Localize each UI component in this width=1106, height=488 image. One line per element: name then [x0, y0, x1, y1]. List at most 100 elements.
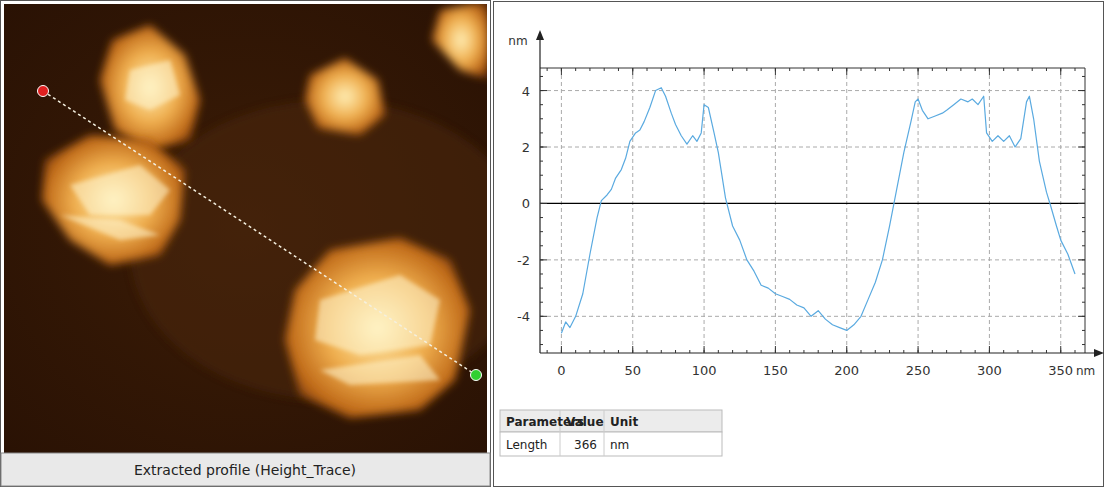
x-minor-tick: [861, 68, 862, 71]
x-major-tick: [632, 346, 633, 353]
x-minor-tick: [832, 350, 833, 353]
x-minor-tick: [818, 68, 819, 71]
y-tick-label: -2: [517, 253, 530, 268]
x-axis-arrow: [1094, 349, 1104, 357]
x-tick-label: 250: [906, 363, 931, 378]
y-axis-title: nm: [508, 34, 527, 48]
x-minor-tick: [618, 68, 619, 71]
ticks: [540, 68, 1085, 353]
x-tick-label: 350: [1048, 363, 1073, 378]
y-minor-tick: [1082, 161, 1085, 162]
y-minor-tick: [540, 245, 543, 246]
y-minor-tick: [1082, 76, 1085, 77]
table-cell: nm: [610, 438, 629, 452]
x-minor-tick: [803, 350, 804, 353]
x-axis: [540, 352, 1098, 353]
x-tick-label: 50: [624, 363, 641, 378]
y-minor-tick: [1082, 189, 1085, 190]
y-minor-tick: [1082, 118, 1085, 119]
profile-end: [471, 370, 482, 381]
x-minor-tick: [575, 68, 576, 71]
x-major-tick: [561, 346, 562, 353]
x-minor-tick: [689, 68, 690, 71]
particle-highlight: [60, 215, 160, 240]
x-minor-tick: [1017, 68, 1018, 71]
x-minor-tick: [589, 350, 590, 353]
profile-start: [38, 86, 49, 97]
x-major-tick: [561, 68, 562, 75]
particle-highlight: [125, 60, 180, 110]
x-minor-tick: [789, 350, 790, 353]
x-minor-tick: [1046, 68, 1047, 71]
x-major-tick: [632, 68, 633, 75]
x-minor-tick: [746, 68, 747, 71]
particle: [42, 135, 185, 265]
y-minor-tick: [1082, 175, 1085, 176]
x-minor-tick: [718, 350, 719, 353]
x-grid-line: [918, 68, 919, 353]
x-minor-tick: [975, 350, 976, 353]
x-minor-tick: [575, 350, 576, 353]
x-minor-tick: [589, 68, 590, 71]
particle: [432, 4, 487, 80]
x-minor-tick: [1075, 350, 1076, 353]
y-minor-tick: [1082, 273, 1085, 274]
y-major-tick: [540, 203, 547, 204]
x-minor-tick: [1003, 68, 1004, 71]
y-tick-label: -4: [517, 309, 530, 324]
x-minor-tick: [932, 350, 933, 353]
x-minor-tick: [689, 350, 690, 353]
y-minor-tick: [1082, 245, 1085, 246]
table-divider: [604, 410, 605, 456]
x-major-tick: [918, 68, 919, 75]
particle-highlight: [315, 275, 440, 355]
table-cell: 366: [574, 438, 597, 452]
y-major-tick: [540, 259, 547, 260]
x-minor-tick: [604, 68, 605, 71]
x-grid-line: [846, 68, 847, 353]
y-grid-line: [540, 90, 1085, 91]
x-major-tick: [989, 68, 990, 75]
frame-right: [1085, 68, 1086, 353]
y-minor-tick: [1082, 344, 1085, 345]
x-major-tick: [989, 346, 990, 353]
y-major-tick: [540, 147, 547, 148]
x-minor-tick: [1075, 68, 1076, 71]
x-minor-tick: [789, 68, 790, 71]
y-minor-tick: [1082, 330, 1085, 331]
y-major-tick: [1078, 316, 1085, 317]
particle: [285, 238, 470, 418]
x-major-tick: [704, 346, 705, 353]
plot-area: [561, 88, 1075, 334]
particle: [100, 25, 200, 150]
profile-line: [43, 91, 476, 375]
y-minor-tick: [540, 217, 543, 218]
x-minor-tick: [960, 68, 961, 71]
x-minor-tick: [946, 68, 947, 71]
y-minor-tick: [1082, 132, 1085, 133]
particle-highlight: [70, 165, 170, 215]
afm-image: [4, 4, 487, 453]
y-minor-tick: [540, 302, 543, 303]
x-tick-label: 150: [763, 363, 788, 378]
y-minor-tick: [540, 161, 543, 162]
y-minor-tick: [540, 288, 543, 289]
x-minor-tick: [975, 68, 976, 71]
y-tick-label: 0: [522, 196, 530, 211]
x-minor-tick: [946, 350, 947, 353]
x-minor-tick: [618, 350, 619, 353]
x-tick-label: 0: [557, 363, 565, 378]
x-minor-tick: [761, 350, 762, 353]
x-major-tick: [1060, 68, 1061, 75]
x-major-tick: [1060, 346, 1061, 353]
y-major-tick: [540, 316, 547, 317]
x-tick-label: 100: [692, 363, 717, 378]
x-major-tick: [918, 346, 919, 353]
y-minor-tick: [1082, 302, 1085, 303]
x-minor-tick: [861, 350, 862, 353]
x-grid-line: [561, 68, 562, 353]
grid: [540, 68, 1085, 353]
y-minor-tick: [540, 104, 543, 105]
particle: [305, 58, 385, 135]
y-major-tick: [1078, 147, 1085, 148]
